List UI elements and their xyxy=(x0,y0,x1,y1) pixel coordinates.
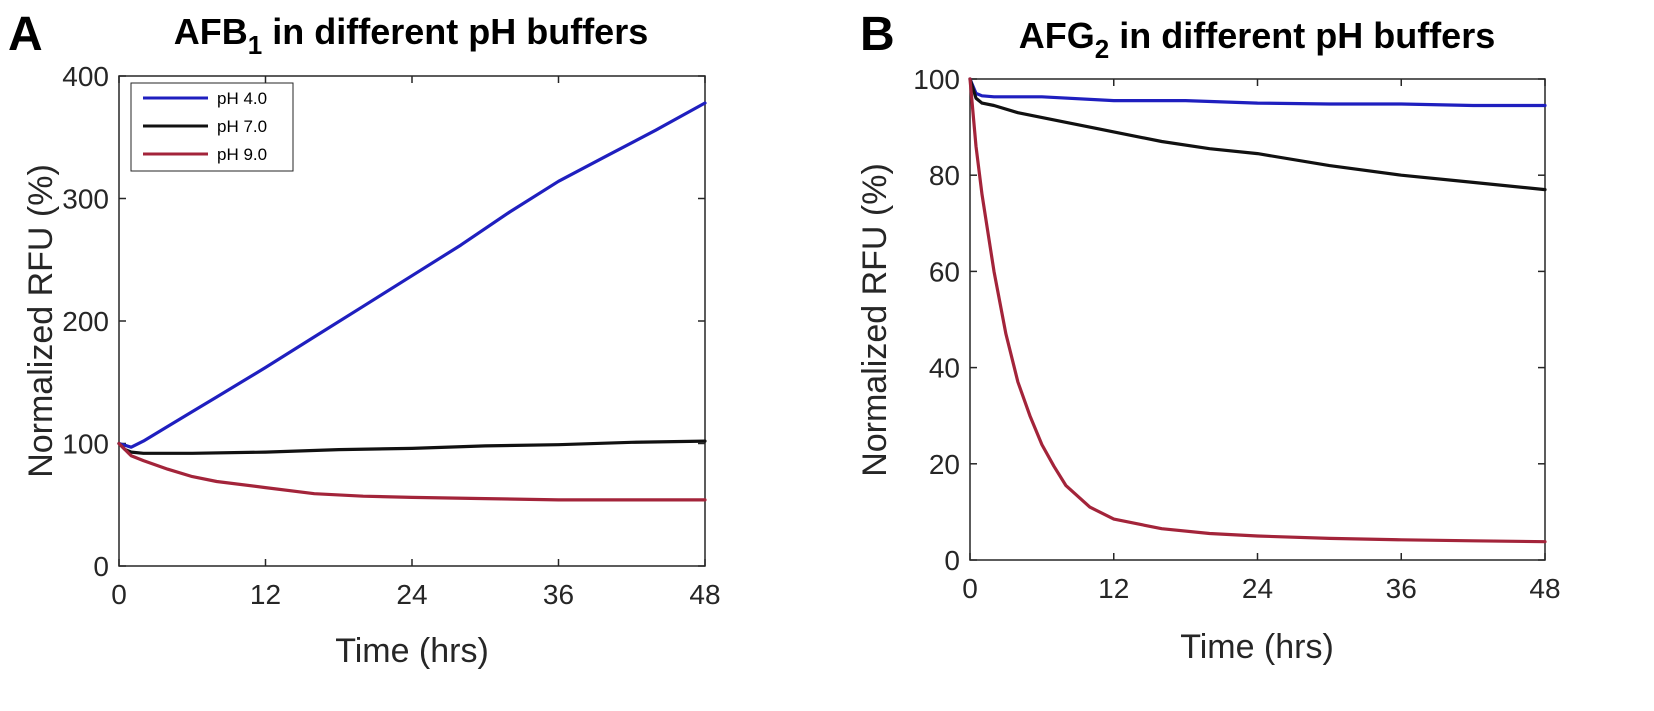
panel-b-xtick-label: 36 xyxy=(1386,573,1417,604)
panel-b-xtick-label: 0 xyxy=(962,573,978,604)
panel-b-title-subscript: 2 xyxy=(1095,34,1109,64)
panel-b-y-axis: 0 20 40 60 80 100 xyxy=(913,64,1545,576)
panel-a-xtick-label: 48 xyxy=(689,579,720,610)
panel-a-ytick-label: 100 xyxy=(62,429,109,460)
panel-b-ylabel: Normalized RFU (%) xyxy=(856,163,894,477)
panel-a-ytick-label: 300 xyxy=(62,184,109,215)
panel-a-label: A xyxy=(8,8,43,61)
panel-a-ylabel: Normalized RFU (%) xyxy=(22,164,60,478)
panel-a-title-rest: in different pH buffers xyxy=(262,11,648,52)
panel-b-xtick-label: 24 xyxy=(1242,573,1273,604)
panel-b-ytick-label: 40 xyxy=(929,353,960,384)
legend-label-ph7: pH 7.0 xyxy=(217,117,267,136)
panel-a-xtick-label: 24 xyxy=(396,579,427,610)
panel-a-series-ph-4-0 xyxy=(117,101,707,449)
panel-a-ytick-label: 0 xyxy=(93,551,109,582)
panel-b-ytick-label: 0 xyxy=(944,545,960,576)
panel-b: B AFG2 in different pH buffers 020406080… xyxy=(856,8,1561,666)
panel-a: A AFB1 in different pH buffers 0 100 200 30… xyxy=(8,8,721,670)
legend-label-ph9: pH 9.0 xyxy=(217,145,267,164)
panel-b-plot-area xyxy=(969,78,1546,561)
panel-b-xtick-label: 48 xyxy=(1529,573,1560,604)
panel-b-ytick-label: 20 xyxy=(929,449,960,480)
panel-a-series-ph-7-0 xyxy=(117,439,707,455)
panel-a-xlabel: Time (hrs) xyxy=(335,632,489,670)
panel-a-ytick-label: 200 xyxy=(62,306,109,337)
panel-b-ytick-label: 60 xyxy=(929,256,960,287)
panel-b-series-ph-7-0 xyxy=(968,77,1547,192)
panel-a-series-ph-9-0 xyxy=(117,441,707,502)
panel-b-series-ph-4-0 xyxy=(968,77,1547,108)
panel-b-title-main: AFG xyxy=(1019,15,1095,56)
panel-a-series xyxy=(117,101,707,502)
panel-b-ytick-label: 100 xyxy=(913,64,960,95)
panel-b-title-rest: in different pH buffers xyxy=(1109,15,1495,56)
panel-b-ytick-label: 80 xyxy=(929,160,960,191)
panel-a-title-subscript: 1 xyxy=(248,30,262,60)
panel-a-xtick-label: 0 xyxy=(111,579,127,610)
panel-a-xtick-label: 36 xyxy=(543,579,574,610)
panel-b-label: B xyxy=(860,8,895,61)
panel-a-title: AFB1 in different pH buffers xyxy=(174,11,648,60)
panel-a-y-axis: 0 100 200 300 400 xyxy=(62,61,705,582)
panel-a-xtick-label: 12 xyxy=(250,579,281,610)
legend: pH 4.0 pH 7.0 pH 9.0 xyxy=(130,82,294,172)
panel-a-x-axis: 0 12 24 36 48 xyxy=(111,76,721,610)
panel-b-x-axis: 0 12 24 36 48 xyxy=(962,79,1561,604)
panel-a-title-main: AFB xyxy=(174,11,248,52)
panel-b-title: AFG2 in different pH buffers xyxy=(1019,15,1495,64)
panel-a-ytick-label: 400 xyxy=(62,61,109,92)
panel-b-xlabel: Time (hrs) xyxy=(1180,628,1334,666)
panel-b-xtick-label: 12 xyxy=(1098,573,1129,604)
panel-b-series xyxy=(968,77,1547,544)
legend-label-ph4: pH 4.0 xyxy=(217,89,267,108)
panel-b-series-ph-9-0 xyxy=(968,77,1547,544)
